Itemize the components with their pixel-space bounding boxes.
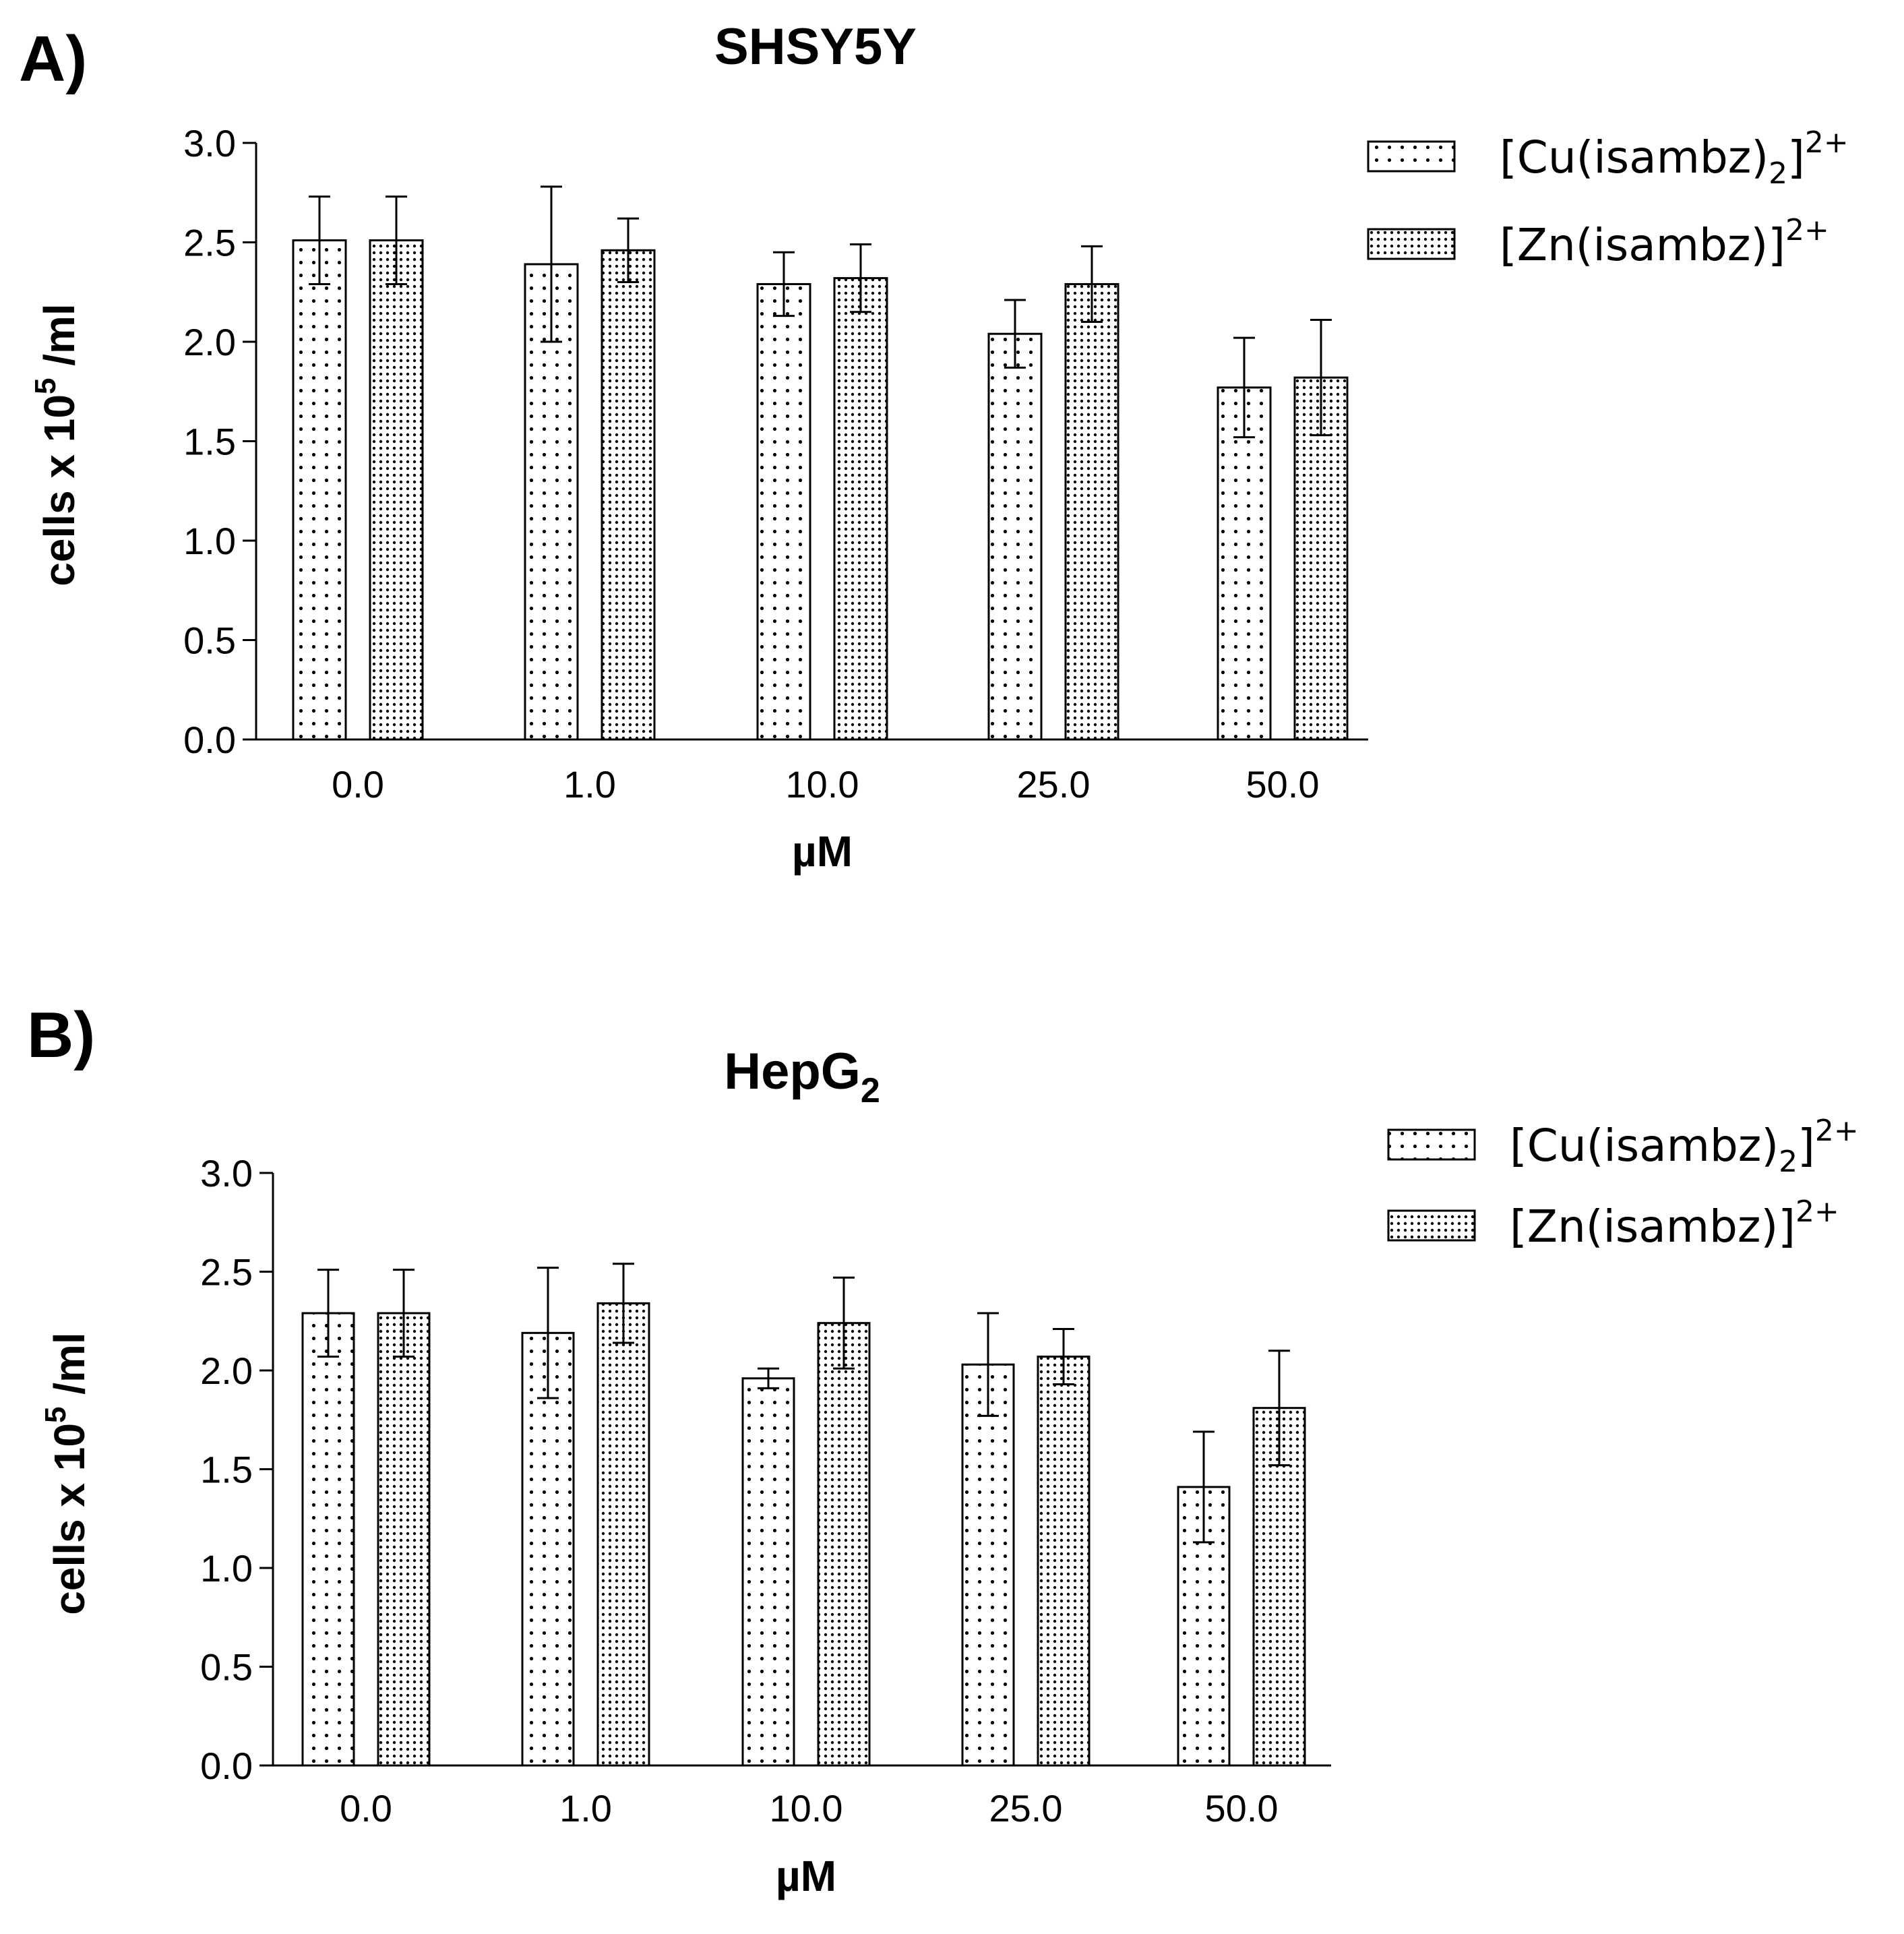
y-tick-label: 2.0 — [183, 321, 236, 363]
y-axis-label-suffix: /ml — [35, 303, 84, 377]
bar-zn — [1037, 1355, 1091, 1767]
bar-zn — [1293, 376, 1349, 741]
y-axis-label: cells x 105 /ml — [29, 303, 84, 586]
chart-title-main: SHSY5Y — [714, 18, 917, 75]
bar-zn — [596, 1302, 650, 1767]
x-tick-label: 25.0 — [1017, 763, 1091, 806]
legend-label-subscript: 2 — [1779, 1145, 1798, 1179]
y-axis-label-superscript: 5 — [39, 1407, 72, 1423]
bar-cu — [741, 1377, 795, 1767]
legend-label-close: ] — [1778, 1201, 1795, 1252]
bar-cu — [961, 1363, 1015, 1767]
y-tick-label: 0.0 — [200, 1745, 253, 1787]
bar-zn — [833, 277, 888, 741]
x-tick-label: 1.0 — [563, 763, 616, 806]
y-tick-label: 0.0 — [183, 719, 236, 761]
legend-label-main: [Cu(isambz) — [1510, 1120, 1779, 1172]
x-tick-label: 10.0 — [770, 1787, 843, 1830]
bar-zn — [377, 1312, 431, 1767]
y-axis-label-main: cells x 10 — [45, 1423, 94, 1615]
y-tick-label: 1.0 — [200, 1547, 253, 1590]
legend-label-superscript: 2+ — [1815, 1114, 1859, 1148]
legend-label-close: ] — [1798, 1120, 1815, 1172]
legend-label-subscript: 2 — [1769, 156, 1787, 191]
y-tick-label: 1.5 — [200, 1449, 253, 1491]
x-tick-label: 50.0 — [1246, 763, 1320, 806]
panel-label: A) — [19, 23, 87, 95]
bar-cu — [1217, 386, 1272, 741]
legend-label-main: [Zn(isambz) — [1510, 1201, 1778, 1252]
bar-zn — [601, 249, 656, 741]
x-tick-label: 1.0 — [559, 1787, 612, 1830]
bar-zn — [817, 1322, 871, 1767]
y-tick-label: 1.5 — [183, 421, 236, 463]
x-tick-label: 0.0 — [340, 1787, 392, 1830]
y-tick-label: 2.5 — [183, 222, 236, 264]
y-tick-label: 3.0 — [200, 1152, 253, 1195]
chart-title-subscript: 2 — [861, 1071, 880, 1110]
legend-swatch-zn — [1367, 228, 1456, 260]
legend-swatch-cu — [1367, 140, 1456, 173]
x-tick-label: 0.0 — [332, 763, 384, 806]
y-tick-label: 0.5 — [183, 620, 236, 662]
bar-cu — [521, 1331, 575, 1767]
legend-label-superscript: 2+ — [1795, 1195, 1839, 1229]
x-tick-label: 10.0 — [786, 763, 859, 806]
bar-cu — [987, 332, 1043, 741]
legend-swatch-zn — [1387, 1209, 1476, 1242]
legend-label-zn: [Zn(isambz)]2+ — [1510, 1195, 1839, 1252]
x-axis-label: µM — [792, 827, 853, 876]
x-axis-label: µM — [776, 1852, 836, 1900]
legend-label-superscript: 2+ — [1805, 125, 1849, 160]
y-tick-label: 2.0 — [200, 1350, 253, 1392]
y-axis-label-superscript: 5 — [29, 378, 62, 394]
legend-label-zn: [Zn(isambz)]2+ — [1500, 213, 1829, 271]
y-axis-label: cells x 105 /ml — [39, 1332, 94, 1614]
chart-title-main: HepG — [724, 1043, 861, 1100]
panel-label: B) — [27, 999, 95, 1071]
legend-label-cu: [Cu(isambz)2]2+ — [1500, 125, 1849, 191]
x-tick-label: 25.0 — [989, 1787, 1063, 1830]
chart-title: SHSY5Y — [714, 18, 917, 75]
y-tick-label: 2.5 — [200, 1251, 253, 1294]
legend-label-close: ] — [1768, 219, 1785, 271]
y-axis-label-main: cells x 10 — [35, 394, 84, 586]
y-axis-label-suffix: /ml — [45, 1332, 94, 1406]
y-tick-label: 3.0 — [183, 122, 236, 164]
bar-zn — [1064, 282, 1119, 741]
bar-cu — [756, 282, 811, 741]
legend-swatch-cu — [1387, 1128, 1476, 1161]
legend-label-superscript: 2+ — [1785, 213, 1829, 247]
bar-cu — [524, 263, 579, 741]
bar-cu — [301, 1312, 355, 1767]
bar-cu — [292, 239, 347, 741]
legend-label-close: ] — [1787, 131, 1805, 183]
y-tick-label: 0.5 — [200, 1646, 253, 1689]
legend-label-main: [Zn(isambz) — [1500, 219, 1768, 271]
bar-zn — [1252, 1407, 1306, 1767]
chart-title: HepG2 — [724, 1043, 880, 1110]
x-tick-label: 50.0 — [1205, 1787, 1279, 1830]
y-tick-label: 1.0 — [183, 520, 236, 562]
legend-label-main: [Cu(isambz) — [1500, 131, 1769, 183]
bar-zn — [369, 239, 424, 741]
legend-label-cu: [Cu(isambz)2]2+ — [1510, 1114, 1859, 1179]
